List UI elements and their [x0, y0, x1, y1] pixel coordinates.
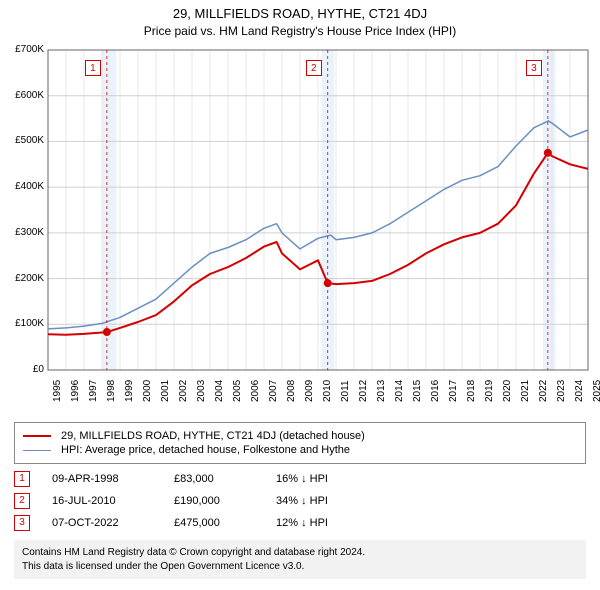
x-axis-tick-label: 2008 [286, 380, 297, 402]
transaction-row: 3 07-OCT-2022 £475,000 12% ↓ HPI [14, 512, 586, 534]
y-axis-tick-label: £0 [33, 364, 44, 375]
x-axis-tick-label: 2016 [430, 380, 441, 402]
y-axis-tick-label: £600K [15, 90, 44, 101]
x-axis-tick-label: 2018 [466, 380, 477, 402]
chart-title: 29, MILLFIELDS ROAD, HYTHE, CT21 4DJ [0, 0, 600, 21]
x-axis-tick-label: 2025 [592, 380, 600, 402]
chart-area: £0 £100K £200K £300K £400K £500K £600K £700K 19… [0, 44, 600, 414]
x-axis-tick-label: 2004 [214, 380, 225, 402]
x-axis-tick-label: 2006 [250, 380, 261, 402]
x-axis-tick-label: 2010 [322, 380, 333, 402]
x-axis-tick-label: 2015 [412, 380, 423, 402]
x-axis-tick-label: 2011 [340, 380, 351, 402]
legend-row: HPI: Average price, detached house, Folk… [23, 443, 577, 457]
x-axis-tick-label: 2001 [160, 380, 171, 402]
y-axis-tick-label: £500K [15, 135, 44, 146]
x-axis-tick-label: 1997 [88, 380, 99, 402]
x-axis-tick-label: 2003 [196, 380, 207, 402]
legend-swatch [23, 435, 51, 437]
x-axis-tick-label: 2000 [142, 380, 153, 402]
x-axis-tick-label: 2022 [538, 380, 549, 402]
x-axis-tick-label: 1999 [124, 380, 135, 402]
transactions-block: 1 09-APR-1998 £83,000 16% ↓ HPI 2 16-JUL-2010… [14, 468, 586, 534]
y-axis-tick-label: £100K [15, 318, 44, 329]
attribution-line-2: This data is licensed under the Open Gov… [22, 560, 578, 574]
x-axis-tick-label: 2013 [376, 380, 387, 402]
x-axis-tick-label: 1995 [52, 380, 63, 402]
legend: 29, MILLFIELDS ROAD, HYTHE, CT21 4DJ (de… [14, 422, 586, 464]
transaction-date: 07-OCT-2022 [52, 517, 152, 529]
transaction-price: £83,000 [174, 473, 254, 485]
x-axis-tick-label: 2017 [448, 380, 459, 402]
x-axis-tick-label: 2014 [394, 380, 405, 402]
chart-svg [0, 44, 600, 414]
y-axis-tick-label: £400K [15, 181, 44, 192]
x-axis-tick-label: 2020 [502, 380, 513, 402]
x-axis-tick-label: 2009 [304, 380, 315, 402]
x-axis-tick-label: 1998 [106, 380, 117, 402]
transaction-marker: 3 [14, 515, 30, 531]
y-axis-tick-label: £200K [15, 273, 44, 284]
x-axis-tick-label: 2012 [358, 380, 369, 402]
transaction-price: £190,000 [174, 495, 254, 507]
transaction-row: 1 09-APR-1998 £83,000 16% ↓ HPI [14, 468, 586, 490]
transaction-marker: 2 [14, 493, 30, 509]
x-axis-tick-label: 2021 [520, 380, 531, 402]
legend-row: 29, MILLFIELDS ROAD, HYTHE, CT21 4DJ (de… [23, 429, 577, 443]
x-axis-tick-label: 2024 [574, 380, 585, 402]
legend-label: HPI: Average price, detached house, Folk… [61, 444, 350, 456]
x-axis-tick-label: 2023 [556, 380, 567, 402]
transaction-delta: 12% ↓ HPI [276, 517, 328, 529]
attribution: Contains HM Land Registry data © Crown c… [14, 540, 586, 579]
legend-label: 29, MILLFIELDS ROAD, HYTHE, CT21 4DJ (de… [61, 430, 365, 442]
transaction-marker: 1 [14, 471, 30, 487]
transaction-price: £475,000 [174, 517, 254, 529]
x-axis-tick-label: 2007 [268, 380, 279, 402]
transaction-date: 09-APR-1998 [52, 473, 152, 485]
transaction-delta: 34% ↓ HPI [276, 495, 328, 507]
y-axis-tick-label: £300K [15, 227, 44, 238]
legend-swatch [23, 450, 51, 451]
sale-marker-3: 3 [526, 60, 542, 76]
sale-marker-2: 2 [306, 60, 322, 76]
transaction-delta: 16% ↓ HPI [276, 473, 328, 485]
x-axis-tick-label: 2005 [232, 380, 243, 402]
sale-marker-1: 1 [85, 60, 101, 76]
transaction-date: 16-JUL-2010 [52, 495, 152, 507]
x-axis-tick-label: 1996 [70, 380, 81, 402]
transaction-row: 2 16-JUL-2010 £190,000 34% ↓ HPI [14, 490, 586, 512]
attribution-line-1: Contains HM Land Registry data © Crown c… [22, 546, 578, 560]
chart-subtitle: Price paid vs. HM Land Registry's House … [0, 21, 600, 44]
x-axis-tick-label: 2002 [178, 380, 189, 402]
x-axis-tick-label: 2019 [484, 380, 495, 402]
y-axis-tick-label: £700K [15, 44, 44, 55]
